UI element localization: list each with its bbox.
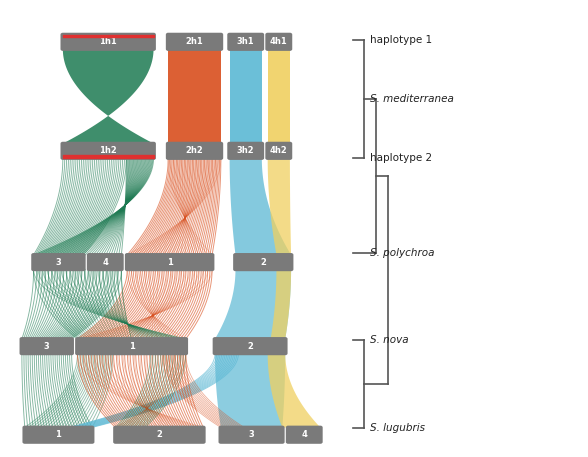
Text: 3h1: 3h1 — [237, 37, 255, 46]
Text: 2: 2 — [247, 342, 253, 351]
FancyBboxPatch shape — [75, 337, 188, 355]
Polygon shape — [63, 49, 153, 143]
FancyBboxPatch shape — [228, 142, 264, 160]
Polygon shape — [168, 49, 221, 143]
Text: haplotype 2: haplotype 2 — [370, 153, 432, 163]
Text: 3: 3 — [44, 342, 49, 351]
Polygon shape — [230, 158, 291, 255]
Text: S. lugubris: S. lugubris — [370, 423, 425, 433]
Text: 4: 4 — [102, 258, 108, 266]
FancyBboxPatch shape — [166, 33, 223, 51]
Text: 4: 4 — [301, 430, 307, 439]
FancyBboxPatch shape — [125, 253, 215, 271]
FancyBboxPatch shape — [113, 425, 206, 444]
Text: 3: 3 — [249, 430, 255, 439]
Polygon shape — [268, 353, 320, 427]
Polygon shape — [270, 269, 291, 339]
Text: 2h2: 2h2 — [186, 146, 203, 155]
FancyBboxPatch shape — [87, 253, 123, 271]
Text: 3: 3 — [56, 258, 61, 266]
Text: 4h1: 4h1 — [270, 37, 288, 46]
FancyBboxPatch shape — [265, 142, 292, 160]
FancyBboxPatch shape — [219, 425, 285, 444]
Text: 1h2: 1h2 — [99, 146, 117, 155]
Text: S. polychroa: S. polychroa — [370, 249, 435, 259]
Text: 2h1: 2h1 — [186, 37, 203, 46]
Text: 1: 1 — [55, 430, 61, 439]
FancyBboxPatch shape — [61, 142, 156, 160]
Polygon shape — [215, 353, 285, 427]
Text: 1h1: 1h1 — [99, 37, 117, 46]
FancyBboxPatch shape — [233, 253, 293, 271]
Polygon shape — [215, 269, 291, 339]
Text: 2: 2 — [260, 258, 266, 266]
Text: S. mediterranea: S. mediterranea — [370, 94, 454, 104]
Polygon shape — [230, 49, 262, 143]
FancyBboxPatch shape — [166, 142, 223, 160]
Polygon shape — [268, 49, 290, 143]
Text: haplotype 1: haplotype 1 — [370, 35, 432, 45]
FancyBboxPatch shape — [286, 425, 323, 444]
FancyBboxPatch shape — [213, 337, 288, 355]
Text: S. nova: S. nova — [370, 335, 409, 345]
Text: 4h2: 4h2 — [270, 146, 288, 155]
Text: 1: 1 — [167, 258, 172, 266]
FancyBboxPatch shape — [61, 33, 156, 51]
FancyBboxPatch shape — [22, 425, 95, 444]
FancyBboxPatch shape — [265, 33, 292, 51]
Text: 1: 1 — [129, 342, 135, 351]
Text: 2: 2 — [156, 430, 162, 439]
FancyBboxPatch shape — [31, 253, 86, 271]
FancyBboxPatch shape — [19, 337, 74, 355]
Polygon shape — [268, 158, 291, 255]
Text: 3h2: 3h2 — [237, 146, 255, 155]
FancyBboxPatch shape — [228, 33, 264, 51]
